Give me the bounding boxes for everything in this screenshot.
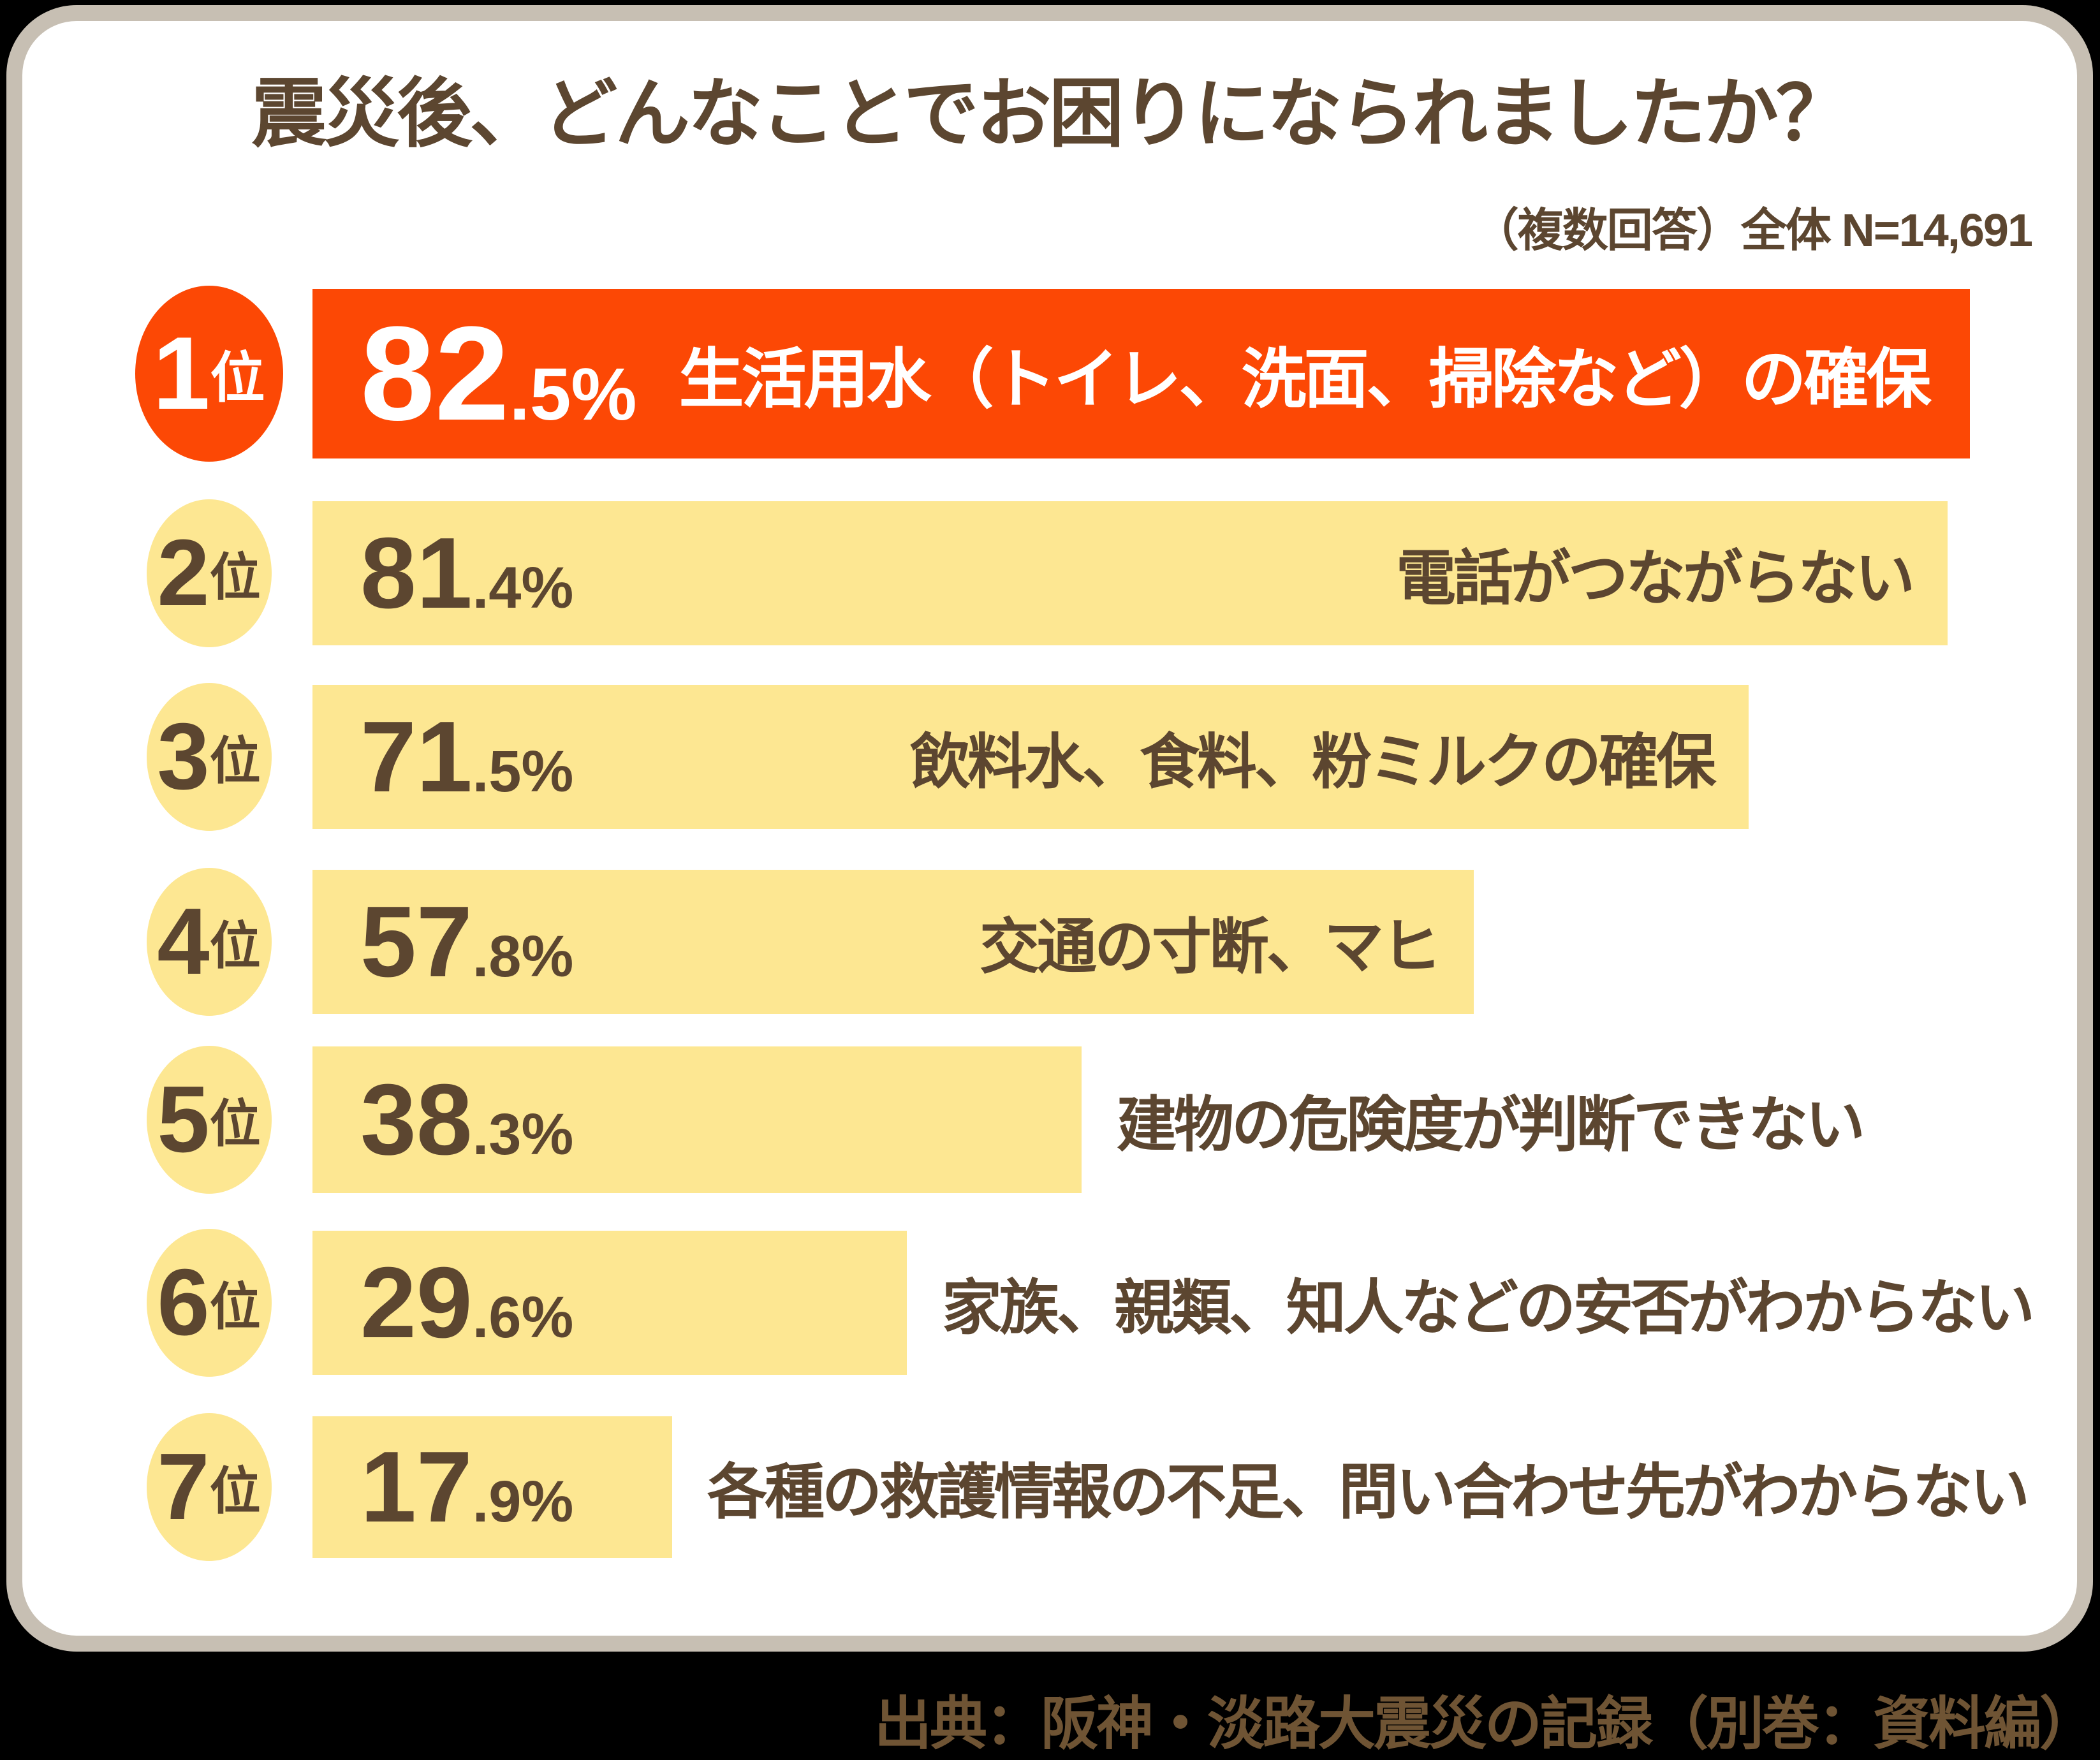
value-frac: .3% xyxy=(472,1102,574,1167)
rank-number: 1 xyxy=(152,316,210,431)
rank-badge-1: 1 位 xyxy=(135,286,283,462)
value-5: 38.3% xyxy=(360,1069,573,1170)
value-int: 29 xyxy=(360,1247,473,1359)
rank-column-2: 2 位 xyxy=(105,499,312,647)
bar-5: 38.3% xyxy=(312,1046,1082,1193)
rank-number: 4 xyxy=(157,889,210,994)
chart-row-6: 6 位 29.6% 家族、親類、知人などの安否がわからない xyxy=(0,1229,2100,1377)
value-2: 81.4% xyxy=(360,523,573,624)
chart-row-2: 2 位 81.4% 電話がつながらない xyxy=(0,499,2100,647)
survey-note: （複数回答）全体 N=14,691 xyxy=(1472,205,2033,256)
rank-number: 7 xyxy=(157,1434,210,1539)
bar-label-4: 交通の寸断、マヒ xyxy=(979,913,1441,980)
rank-number: 6 xyxy=(157,1250,210,1355)
value-3: 71.5% xyxy=(360,707,573,807)
value-int: 17 xyxy=(360,1431,473,1543)
chart-title: 震災後、どんなことでお困りになられましたか？ xyxy=(251,72,1851,156)
value-frac: .6% xyxy=(472,1285,574,1350)
chart-row-3: 3 位 71.5% 飲料水、食料、粉ミルクの確保 xyxy=(0,683,2100,831)
rank-suffix: 位 xyxy=(209,1096,261,1152)
rank-column-3: 3 位 xyxy=(105,683,312,831)
rank-column-6: 6 位 xyxy=(105,1229,312,1377)
chart-row-5: 5 位 38.3% 建物の危険度が判断できない xyxy=(0,1046,2100,1194)
rank-badge-3: 3 位 xyxy=(146,683,272,831)
bar-label-7: 各種の救護情報の不足、問い合わせ先がわからない xyxy=(707,1458,2030,1525)
bar-label-3: 飲料水、食料、粉ミルクの確保 xyxy=(909,728,1716,795)
rank-number: 3 xyxy=(157,704,210,809)
value-int: 82 xyxy=(360,298,510,448)
rank-suffix: 位 xyxy=(209,1463,261,1520)
rank-suffix: 位 xyxy=(209,1279,261,1335)
value-frac: .5% xyxy=(472,739,574,804)
chart-row-4: 4 位 57.8% 交通の寸断、マヒ xyxy=(0,868,2100,1016)
value-int: 38 xyxy=(360,1064,473,1176)
rank-number: 2 xyxy=(157,520,210,626)
value-7: 17.9% xyxy=(360,1437,573,1537)
value-6: 29.6% xyxy=(360,1252,573,1353)
rank-suffix: 位 xyxy=(209,918,261,974)
chart-row-1: 1 位 82.5% 生活用水（トイレ、洗面、掃除など）の確保 xyxy=(0,286,2100,462)
value-4: 57.8% xyxy=(360,891,573,992)
bar-label-5: 建物の危険度が判断できない xyxy=(1117,1091,1865,1158)
value-frac: .4% xyxy=(472,555,574,620)
bar-label-2: 電話がつながらない xyxy=(1395,545,1915,612)
rank-suffix: 位 xyxy=(209,733,261,789)
value-int: 71 xyxy=(360,701,473,813)
bar-6: 29.6% xyxy=(312,1231,907,1375)
rank-suffix: 位 xyxy=(210,348,265,409)
bar-4: 57.8% 交通の寸断、マヒ xyxy=(312,870,1474,1014)
rank-badge-6: 6 位 xyxy=(146,1229,272,1377)
rank-suffix: 位 xyxy=(209,549,261,606)
bar-label-1: 生活用水（トイレ、洗面、掃除など）の確保 xyxy=(679,342,1931,416)
rank-badge-7: 7 位 xyxy=(146,1413,272,1561)
rank-column-1: 1 位 xyxy=(105,286,312,462)
value-frac: .8% xyxy=(472,924,574,989)
rank-number: 5 xyxy=(157,1067,210,1172)
rank-column-5: 5 位 xyxy=(105,1046,312,1194)
bar-1: 82.5% 生活用水（トイレ、洗面、掃除など）の確保 xyxy=(312,289,1970,458)
rank-column-4: 4 位 xyxy=(105,868,312,1016)
value-int: 57 xyxy=(360,886,473,998)
value-frac: .5% xyxy=(509,353,637,436)
bar-3: 71.5% 飲料水、食料、粉ミルクの確保 xyxy=(312,685,1749,829)
bar-7: 17.9% xyxy=(312,1416,672,1558)
rank-badge-2: 2 位 xyxy=(146,499,272,647)
bar-label-6: 家族、親類、知人などの安否がわからない xyxy=(942,1274,2035,1341)
value-int: 81 xyxy=(360,517,473,629)
bar-2: 81.4% 電話がつながらない xyxy=(312,501,1948,645)
rank-badge-5: 5 位 xyxy=(146,1046,272,1194)
rank-column-7: 7 位 xyxy=(105,1413,312,1561)
value-1: 82.5% xyxy=(360,307,636,441)
chart-row-7: 7 位 17.9% 各種の救護情報の不足、問い合わせ先がわからない xyxy=(0,1413,2100,1561)
source-citation: 出典：阪神・淡路大震災の記録（別巻：資料編） xyxy=(874,1692,2097,1756)
value-frac: .9% xyxy=(472,1469,574,1534)
rank-badge-4: 4 位 xyxy=(146,868,272,1016)
